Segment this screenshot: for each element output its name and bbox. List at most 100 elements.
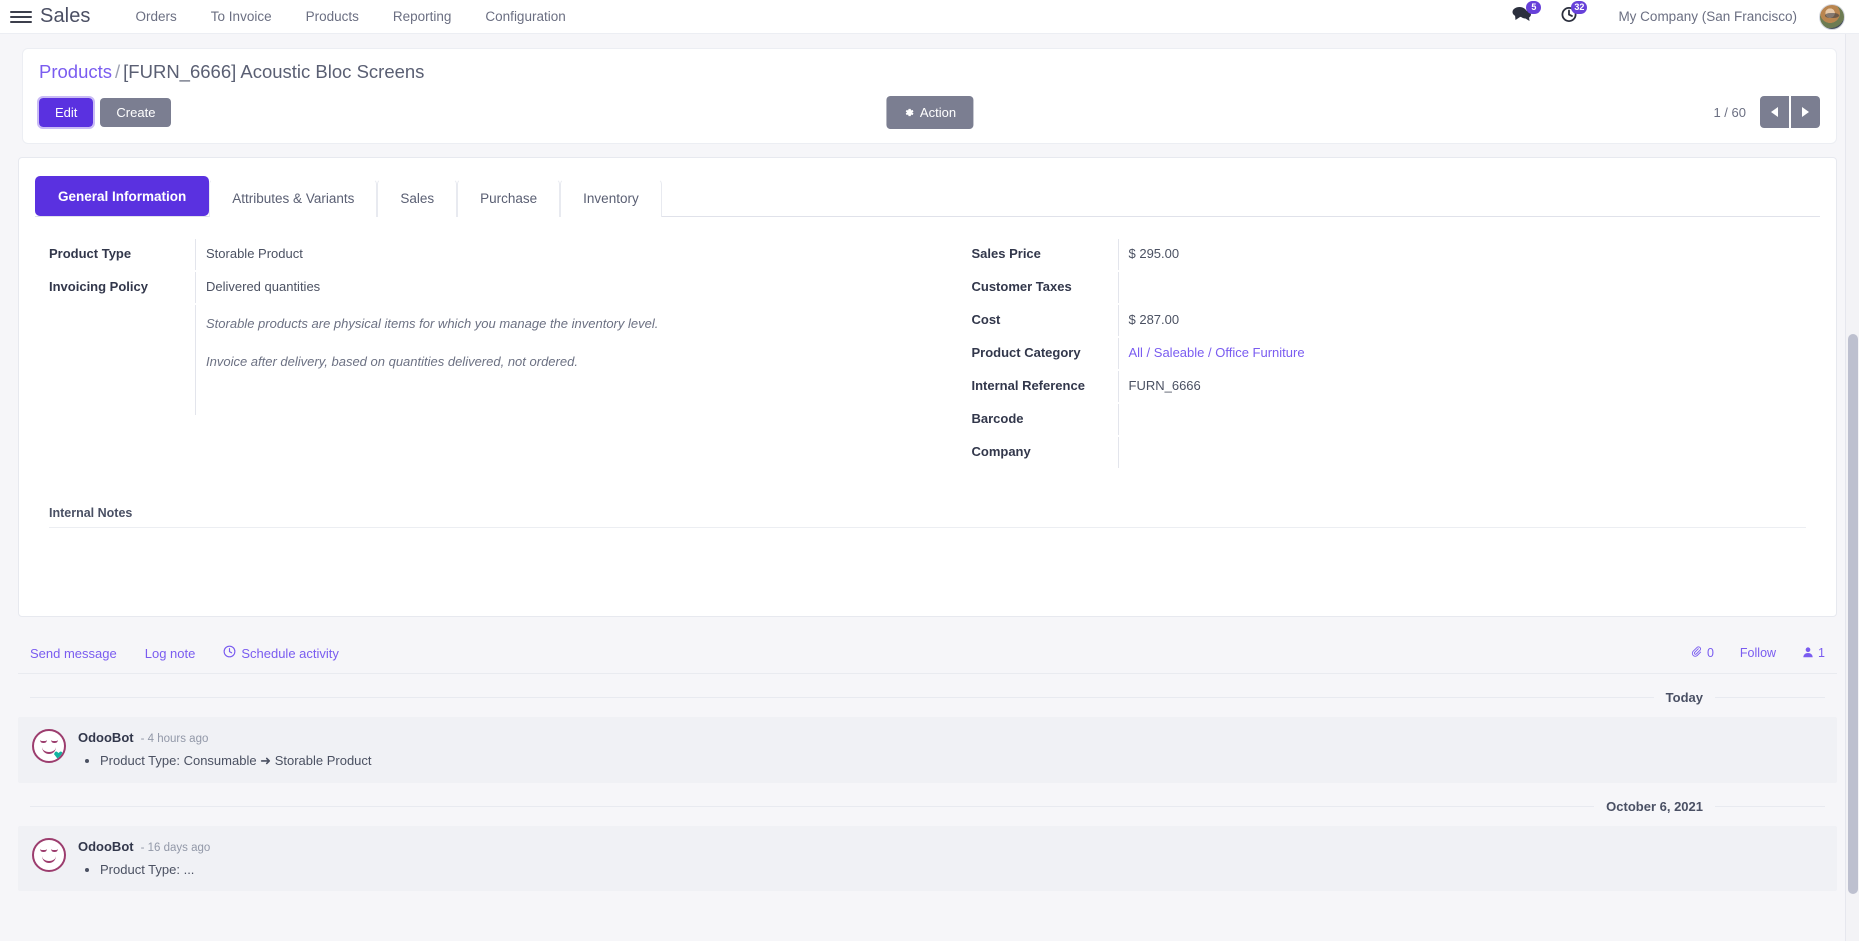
field-label-product-category: Product Category [971, 345, 1081, 360]
message-body: OdooBot - 16 days ago Product Type: ... [78, 838, 1823, 880]
menu-item-products[interactable]: Products [305, 9, 359, 24]
hint-text-invoicing-policy: Invoice after delivery, based on quantit… [195, 343, 904, 382]
action-button-label: Action [919, 104, 957, 120]
field-label-barcode: Barcode [971, 411, 1024, 426]
tab-attributes-variants[interactable]: Attributes & Variants [209, 179, 378, 217]
record-pager: 1 / 60 [1713, 96, 1820, 128]
message-author[interactable]: OdooBot [78, 730, 134, 745]
field-label-customer-taxes: Customer Taxes [971, 279, 1072, 294]
hint-spacer [35, 381, 195, 415]
messages-button[interactable]: 5 [1498, 0, 1546, 34]
activities-badge: 32 [1571, 0, 1588, 14]
company-switcher[interactable]: My Company (San Francisco) [1618, 9, 1797, 24]
message-item: OdooBot - 4 hours ago Product Type: Cons… [18, 717, 1837, 783]
record-sheet: General Information Attributes & Variant… [18, 157, 1837, 617]
notebook-tabs: General Information Attributes & Variant… [35, 176, 1820, 217]
avatar-smile [42, 747, 56, 754]
clock-icon [223, 645, 236, 661]
menu-item-reporting[interactable]: Reporting [392, 9, 452, 24]
breadcrumb-separator: / [115, 61, 121, 82]
schedule-activity-button[interactable]: Schedule activity [223, 645, 339, 661]
field-value-company[interactable] [1117, 437, 1797, 468]
internal-notes-section: Internal Notes [35, 506, 1820, 594]
field-label-cost: Cost [971, 312, 1001, 327]
top-navbar: Sales Orders To Invoice Products Reporti… [0, 0, 1859, 34]
action-button[interactable]: Action [885, 95, 974, 129]
field-value-invoicing-policy[interactable]: Delivered quantities [195, 272, 904, 303]
follow-button[interactable]: Follow [1739, 646, 1777, 660]
user-avatar[interactable] [1819, 3, 1845, 30]
date-separator-today: Today [18, 674, 1837, 717]
followers-button[interactable]: 1 [1802, 646, 1825, 661]
field-label-invoicing-policy: Invoicing Policy [49, 279, 148, 294]
clock-activity-icon [1560, 5, 1578, 28]
field-sales-price: Sales Price $ 295.00 [958, 239, 1797, 272]
internal-notes-input[interactable] [49, 528, 1806, 594]
hint-product-type: Storable products are physical items for… [35, 305, 904, 344]
field-value-barcode[interactable] [1117, 404, 1797, 435]
attachments-button[interactable]: 0 [1691, 645, 1714, 661]
field-value-internal-reference[interactable]: FURN_6666 [1117, 371, 1797, 402]
page-scrollbar-thumb[interactable] [1848, 334, 1858, 894]
pager-previous-button[interactable] [1760, 96, 1789, 128]
menu-item-orders[interactable]: Orders [135, 9, 177, 24]
form-column-left: Product Type Storable Product Invoicing … [35, 239, 928, 470]
chatter-right-tools: 0 Follow 1 [1691, 645, 1825, 661]
field-label-product-type: Product Type [49, 246, 132, 261]
field-value-product-category[interactable]: All / Saleable / Office Furniture [1117, 338, 1797, 369]
avatar-eye-right [51, 849, 58, 852]
hamburger-menu-icon[interactable] [10, 6, 32, 28]
app-brand-sales[interactable]: Sales [40, 5, 91, 27]
separator-line [30, 697, 1654, 698]
message-tracking-line: Product Type: Consumable ➜ Storable Prod… [100, 751, 1823, 771]
send-message-button[interactable]: Send message [30, 645, 117, 661]
internal-notes-label: Internal Notes [49, 506, 133, 520]
odoobot-avatar [32, 729, 66, 763]
chevron-right-icon [1802, 107, 1809, 117]
field-customer-taxes: Customer Taxes [958, 272, 1797, 305]
field-value-sales-price[interactable]: $ 295.00 [1117, 239, 1797, 270]
field-product-type: Product Type Storable Product [35, 239, 904, 272]
avatar-smile [42, 856, 56, 863]
schedule-activity-label: Schedule activity [241, 645, 339, 661]
paperclip-icon [1691, 645, 1703, 661]
tab-general-information[interactable]: General Information [35, 176, 210, 216]
column-rule [195, 381, 904, 416]
internal-notes-divider [49, 527, 1806, 528]
message-item: OdooBot - 16 days ago Product Type: ... [18, 825, 1837, 891]
gear-icon [903, 107, 914, 118]
navbar-right: 5 32 My Company (San Francisco) [1498, 0, 1845, 34]
field-cost: Cost $ 287.00 [958, 305, 1797, 338]
avatar-eye-left [40, 740, 47, 743]
breadcrumb: Products / [FURN_6666] Acoustic Bloc Scree… [39, 61, 1820, 83]
hint-spacer [35, 343, 195, 381]
menu-item-to-invoice[interactable]: To Invoice [210, 9, 272, 24]
date-separator-label: October 6, 2021 [1606, 798, 1703, 814]
form-grid: Product Type Storable Product Invoicing … [35, 217, 1820, 470]
message-author[interactable]: OdooBot [78, 838, 134, 854]
log-note-button[interactable]: Log note [144, 645, 196, 661]
avatar-eye-left [40, 849, 47, 852]
message-tracking-list: Product Type: ... [100, 860, 1823, 880]
create-button[interactable]: Create [100, 97, 172, 127]
user-icon [1802, 646, 1814, 661]
field-value-product-type[interactable]: Storable Product [195, 239, 904, 270]
heart-icon [54, 751, 63, 760]
date-separator-october: October 6, 2021 [18, 783, 1837, 826]
breadcrumb-current-record: [FURN_6666] Acoustic Bloc Screens [123, 61, 425, 82]
page-scrollbar-track[interactable] [1845, 34, 1859, 941]
menu-item-configuration[interactable]: Configuration [485, 9, 566, 24]
field-value-cost[interactable]: $ 287.00 [1117, 305, 1797, 336]
separator-line [1715, 697, 1825, 698]
tab-purchase[interactable]: Purchase [457, 179, 561, 217]
activities-button[interactable]: 32 [1546, 0, 1592, 34]
tab-sales[interactable]: Sales [377, 179, 458, 217]
pager-next-button[interactable] [1791, 96, 1820, 128]
breadcrumb-products-link[interactable]: Products [39, 61, 113, 82]
tab-inventory[interactable]: Inventory [560, 179, 662, 217]
field-invoicing-policy: Invoicing Policy Delivered quantities [35, 272, 904, 305]
field-value-customer-taxes[interactable] [1117, 272, 1797, 303]
separator-line [30, 805, 1595, 807]
chatter-toolbar: Send message Log note Schedule activity … [18, 635, 1837, 674]
edit-button[interactable]: Edit [36, 95, 96, 129]
